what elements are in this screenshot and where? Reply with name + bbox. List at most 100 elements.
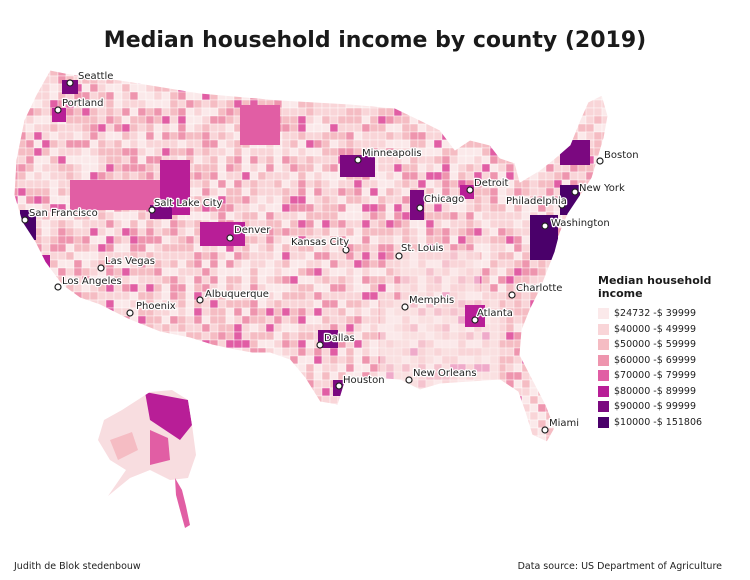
legend-swatch — [598, 308, 609, 320]
city-label: Albuquerque — [205, 289, 269, 300]
legend-swatch — [598, 370, 609, 382]
city-marker: Phoenix — [126, 300, 177, 317]
city-marker: Portland — [54, 97, 105, 114]
city-label: Miami — [549, 418, 579, 429]
city-marker: Salt Lake City — [148, 197, 224, 214]
legend-item: $80000 -$ 89999 — [598, 384, 748, 400]
city-label: Washington — [551, 218, 610, 229]
city-dot — [226, 234, 234, 242]
city-label: Houston — [343, 375, 385, 386]
city-marker: Houston — [335, 374, 386, 390]
city-label: Chicago — [424, 194, 464, 205]
map-title: Median household income by county (2019) — [103, 28, 647, 53]
city-label: Portland — [62, 98, 103, 109]
city-marker: Atlanta — [471, 307, 514, 324]
city-marker: Memphis — [401, 294, 455, 311]
city-label: Detroit — [474, 178, 509, 189]
city-label: Boston — [604, 150, 639, 161]
city-label: Dallas — [324, 333, 355, 344]
city-label: St. Louis — [401, 243, 443, 254]
city-label: Memphis — [409, 295, 454, 306]
contiguous-us — [13, 69, 609, 443]
city-dot — [316, 341, 324, 349]
city-label: Philadelphia — [506, 196, 567, 207]
city-dot — [54, 283, 62, 291]
legend-title: Median household income — [598, 274, 712, 300]
city-dot — [335, 382, 343, 390]
city-label: Phoenix — [136, 301, 176, 312]
city-label: Kansas City — [291, 237, 349, 248]
city-marker: Philadelphia — [505, 195, 568, 209]
legend-label: $70000 -$ 79999 — [614, 370, 696, 382]
city-label: New York — [579, 183, 625, 194]
city-marker: Minneapolis — [354, 147, 423, 164]
city-marker: Miami — [541, 417, 580, 434]
city-marker: Detroit — [466, 177, 510, 194]
legend-label: $24732 -$ 39999 — [614, 308, 696, 320]
city-label: Los Angeles — [62, 276, 122, 287]
city-label: Atlanta — [477, 308, 513, 319]
city-dot — [571, 188, 579, 196]
legend-swatch — [598, 401, 609, 413]
legend-swatch — [598, 385, 609, 397]
city-dot — [354, 156, 362, 164]
city-dot — [54, 106, 62, 114]
city-dot — [466, 186, 474, 194]
legend-label: $60000 -$ 69999 — [614, 354, 696, 366]
city-marker: Kansas City — [290, 236, 351, 254]
city-dot — [196, 296, 204, 304]
city-marker: New Orleans — [405, 367, 478, 384]
city-label: Minneapolis — [362, 148, 422, 159]
city-marker: Seattle — [66, 70, 115, 87]
city-marker: Dallas — [316, 332, 356, 349]
legend-label: $50000 -$ 59999 — [614, 339, 696, 351]
city-label: New Orleans — [413, 368, 477, 379]
city-dot — [558, 201, 566, 209]
legend-item: $10000 -$ 151806 — [598, 415, 748, 431]
legend-swatch — [598, 323, 609, 335]
legend-label: $40000 -$ 49999 — [614, 323, 696, 335]
city-dot — [508, 291, 516, 299]
legend-item: $50000 -$ 59999 — [598, 337, 748, 353]
city-label: Charlotte — [516, 283, 562, 294]
city-label: Las Vegas — [105, 256, 155, 267]
city-dot — [148, 206, 156, 214]
city-dot — [97, 264, 105, 272]
city-dot — [541, 426, 549, 434]
city-marker: Chicago — [416, 193, 465, 212]
city-dot — [395, 252, 403, 260]
legend-label: $90000 -$ 99999 — [614, 401, 696, 413]
legend: Median household income $24732 -$ 39999 $… — [598, 274, 748, 430]
legend-item: $60000 -$ 69999 — [598, 353, 748, 369]
city-marker: Washington — [541, 217, 611, 230]
city-label: Salt Lake City — [154, 198, 223, 209]
city-dot — [405, 376, 413, 384]
legend-item: $40000 -$ 49999 — [598, 322, 748, 338]
source-text: Data source: US Department of Agricultur… — [517, 561, 722, 572]
city-marker: Boston — [596, 149, 640, 165]
city-marker: New York — [571, 182, 626, 196]
city-dot — [126, 309, 134, 317]
city-marker: Denver — [226, 224, 273, 242]
legend-swatch — [598, 416, 609, 428]
city-label: Denver — [234, 225, 271, 236]
city-dot — [21, 216, 29, 224]
city-dot — [66, 79, 74, 87]
legend-item: $70000 -$ 79999 — [598, 368, 748, 384]
legend-swatch — [598, 339, 609, 351]
legend-item: $24732 -$ 39999 — [598, 306, 748, 322]
city-marker: Las Vegas — [97, 255, 156, 272]
alaska — [98, 390, 196, 528]
city-dot — [416, 204, 424, 212]
legend-items: $24732 -$ 39999 $40000 -$ 49999 $50000 -$ … — [598, 306, 748, 430]
city-dot — [342, 246, 350, 254]
credit-text: Judith de Blok stedenbouw — [14, 561, 141, 572]
city-marker: St. Louis — [395, 242, 445, 260]
legend-label: $80000 -$ 89999 — [614, 385, 696, 397]
city-dot — [471, 316, 479, 324]
city-label: Seattle — [78, 71, 113, 82]
city-marker: Albuquerque — [196, 288, 270, 304]
city-dot — [541, 222, 549, 230]
city-marker: San Francisco — [21, 207, 99, 224]
